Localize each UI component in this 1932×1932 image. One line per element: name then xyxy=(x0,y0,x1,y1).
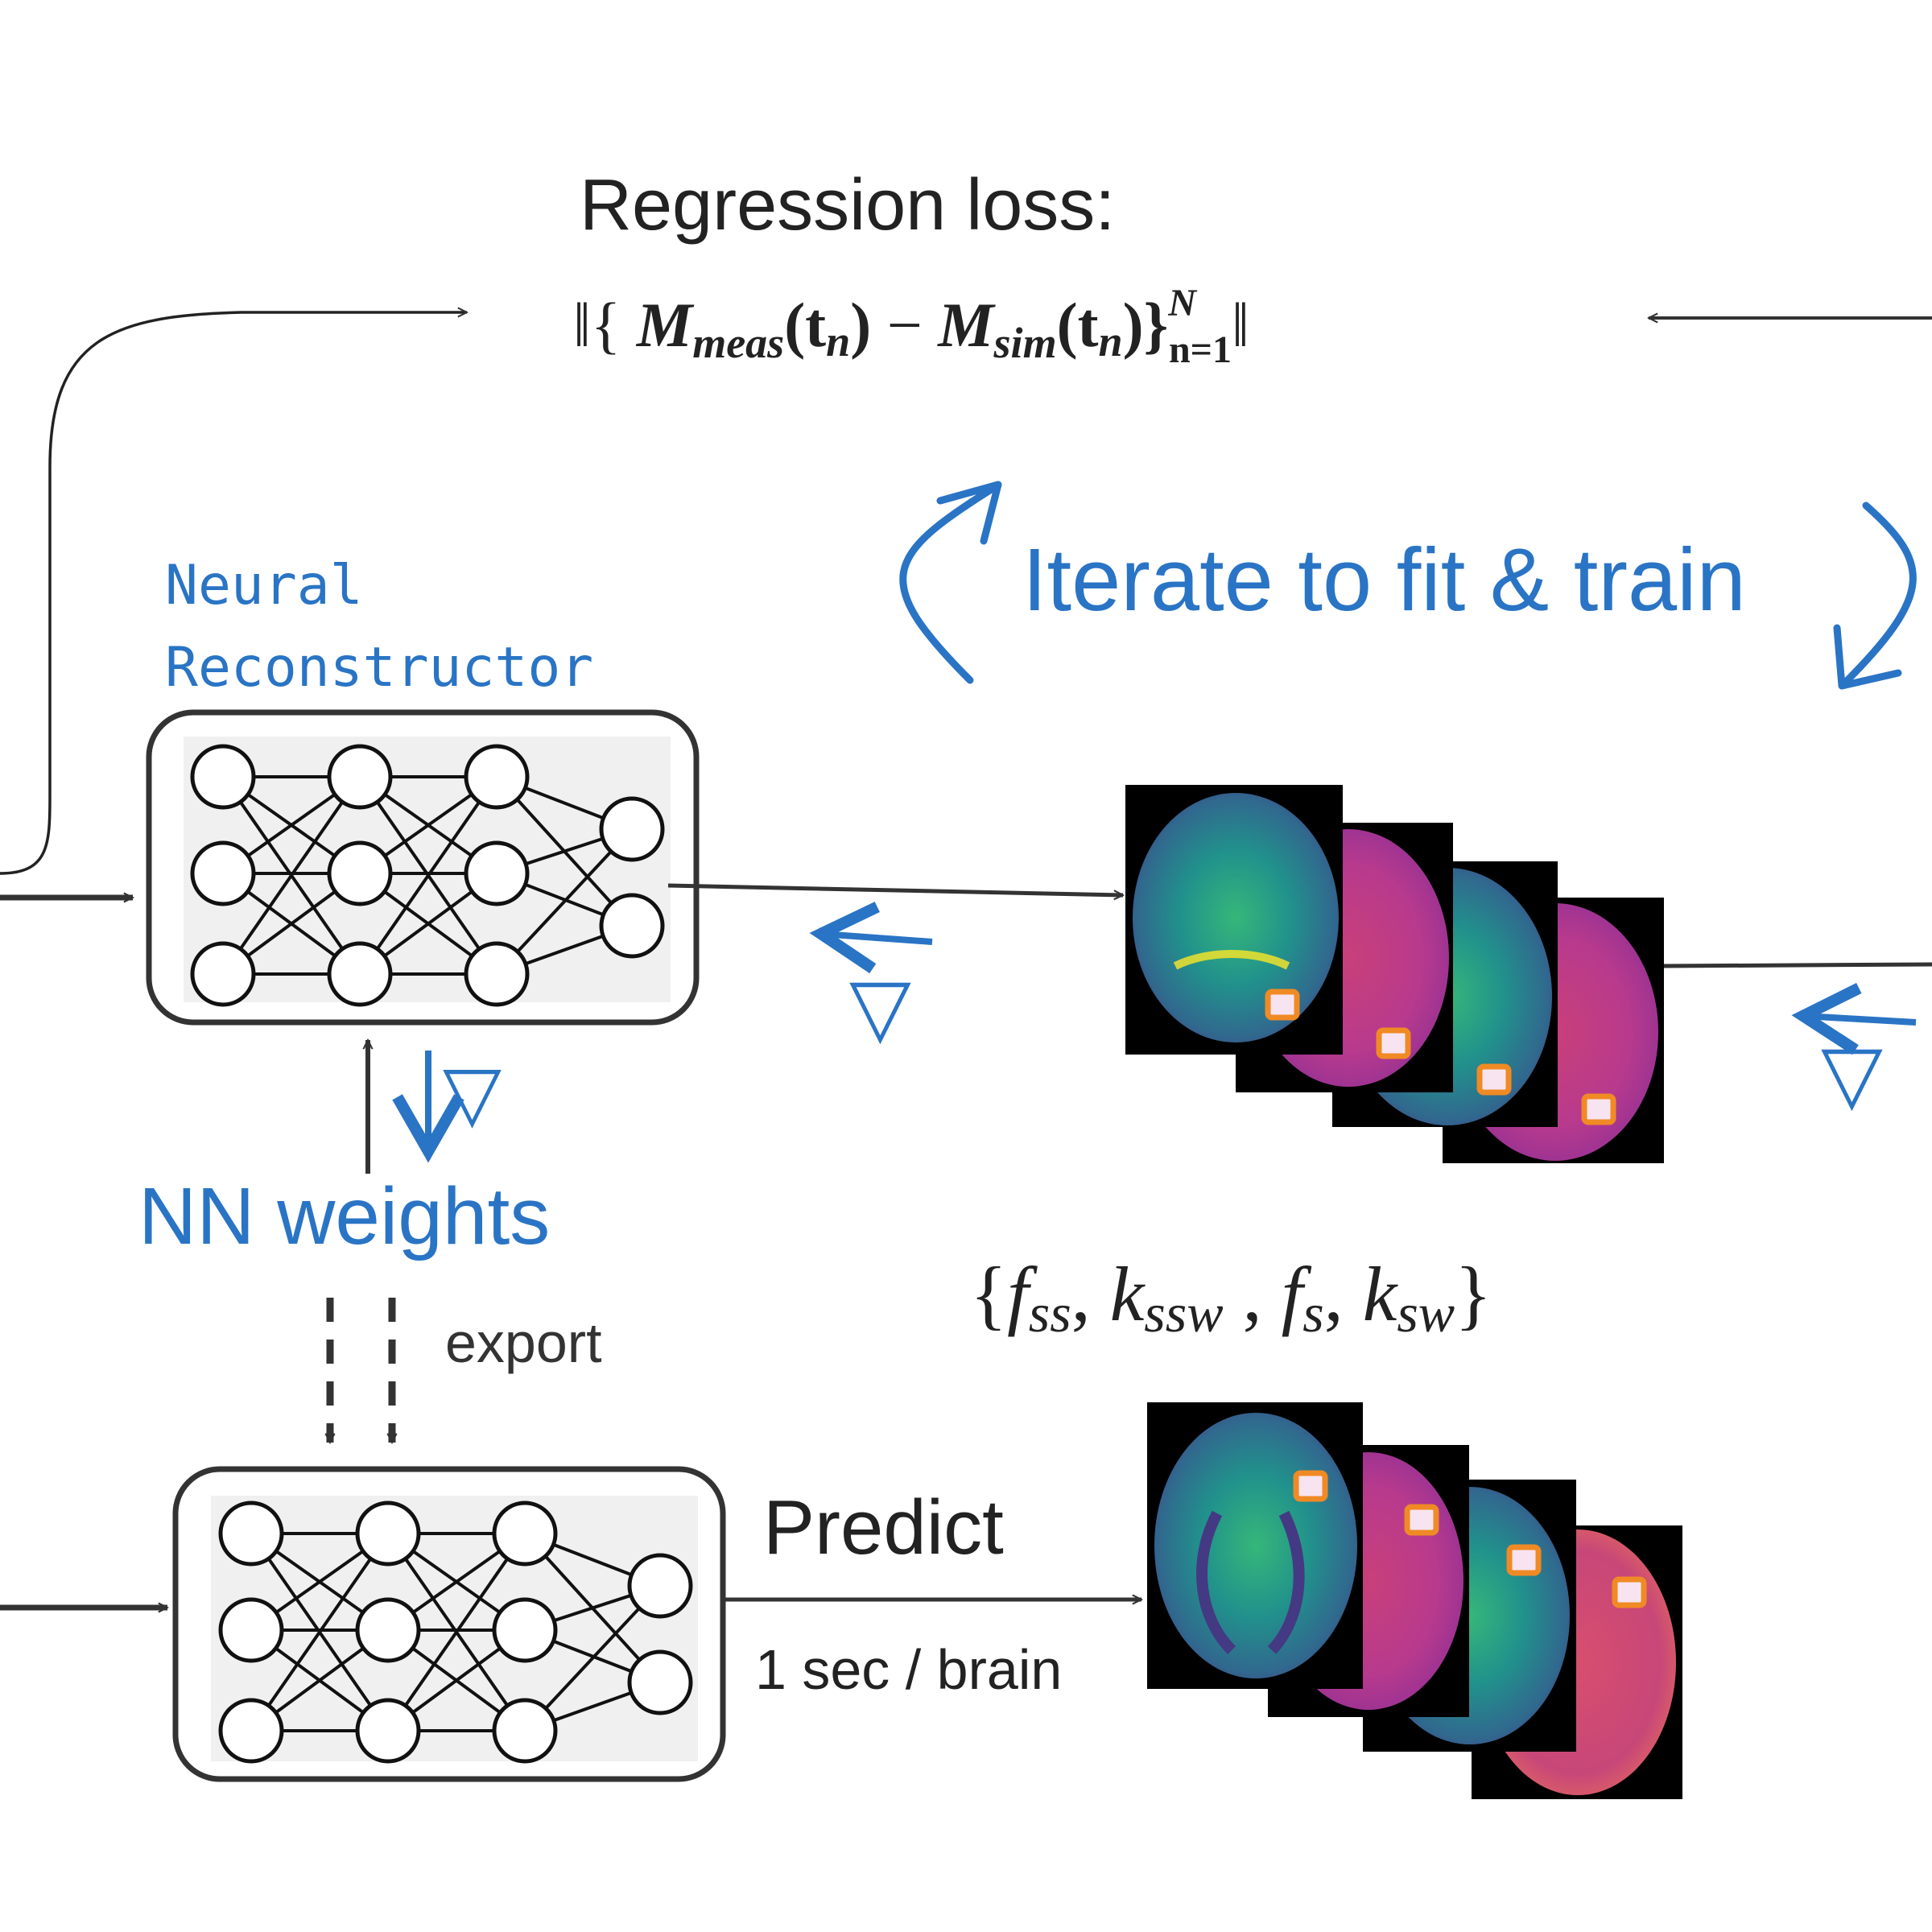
network-node xyxy=(355,1597,421,1663)
loss-formula-sup: N xyxy=(1167,282,1198,324)
gradient-symbol-middle: ▽ xyxy=(849,962,911,1052)
loss-formula: ‖{ Mmeas(tn) − Msim(tn)}N n=1‖ xyxy=(573,282,1249,371)
param-sep3: , xyxy=(1324,1251,1363,1337)
gradient-back-arrow-right xyxy=(1791,983,1917,1055)
network-node xyxy=(627,1649,693,1715)
reconstructor-label: Neural Reconstructor xyxy=(165,554,593,700)
network-node xyxy=(492,1597,558,1663)
network-edge xyxy=(221,775,361,976)
deployed-network-box xyxy=(172,1466,726,1782)
network-node xyxy=(464,840,530,906)
reconstructor-to-maps-arrow xyxy=(667,883,1123,895)
predict-label: Predict xyxy=(763,1484,1004,1571)
network-node xyxy=(599,893,665,959)
timing-label: 1 sec / brain xyxy=(755,1638,1062,1701)
param-sep2: , xyxy=(1224,1251,1282,1337)
network-node xyxy=(190,941,256,1007)
network-edge xyxy=(358,775,498,976)
network-edge xyxy=(386,1532,526,1732)
network-node xyxy=(599,796,665,862)
param-k-sw: k xyxy=(1363,1251,1399,1337)
loss-formula-arg2-sub: n xyxy=(1099,317,1123,365)
iterate-label: Iterate to fit & train xyxy=(1022,530,1746,630)
nn-weights-label: NN weights xyxy=(138,1171,550,1261)
map-top-1 xyxy=(1125,785,1343,1055)
gradient-symbol-right: ▽ xyxy=(1821,1029,1883,1119)
network-graph-bottom xyxy=(218,1501,693,1764)
loss-title: Regression loss: xyxy=(580,165,1115,246)
network-node xyxy=(327,941,393,1007)
reconstructor-label-line1: Neural xyxy=(165,554,363,617)
reconstructor-label-line2: Reconstructor xyxy=(165,636,593,700)
parameter-maps-stack-bottom xyxy=(1147,1402,1682,1799)
param-f-s-sub: s xyxy=(1302,1282,1323,1344)
network-node xyxy=(492,1698,558,1764)
parameter-maps-stack-top xyxy=(1125,785,1664,1163)
network-node xyxy=(218,1597,284,1663)
gradient-back-arrow-middle xyxy=(809,902,933,974)
loss-formula-arg2: (t xyxy=(1057,290,1099,360)
network-node xyxy=(218,1698,284,1764)
network-graph-top xyxy=(190,744,665,1007)
network-node xyxy=(218,1501,284,1567)
param-k-sw-sub: sw xyxy=(1397,1282,1455,1344)
network-node xyxy=(190,840,256,906)
maps-to-simulator-line xyxy=(1662,962,1932,968)
loss-formula-lower: n=1 xyxy=(1169,328,1232,371)
gradient-symbol-weights: ▽ xyxy=(443,1051,502,1136)
parameter-set: {fss, kssw , fs, ksw} xyxy=(970,1251,1492,1344)
loss-formula-minus: − xyxy=(871,290,938,360)
param-sep1: , xyxy=(1071,1251,1110,1337)
network-edge xyxy=(523,1584,662,1732)
loss-formula-arg1-close: ) xyxy=(850,290,871,360)
iterate-right-arc xyxy=(1839,502,1917,688)
loss-formula-arg1: (t xyxy=(784,290,826,360)
param-k-ssw: k xyxy=(1110,1251,1146,1337)
loss-formula-close: ‖ xyxy=(1232,290,1249,360)
param-open: { xyxy=(970,1251,1007,1337)
network-node xyxy=(464,941,530,1007)
network-edge xyxy=(495,828,634,976)
network-node xyxy=(627,1553,693,1619)
neural-reconstructor-box xyxy=(146,709,700,1026)
iterate-left-arrowhead xyxy=(936,481,1002,545)
param-close: } xyxy=(1455,1251,1492,1337)
loss-formula-sub-sim: sim xyxy=(993,319,1057,367)
network-node xyxy=(190,744,256,810)
iterate-right-arrowhead xyxy=(1833,624,1902,690)
loss-formula-m-sim: M xyxy=(936,290,996,360)
param-f-ss-sub: ss xyxy=(1029,1282,1071,1344)
network-node xyxy=(355,1698,421,1764)
network-node xyxy=(492,1501,558,1567)
map-bottom-1 xyxy=(1147,1402,1363,1689)
input-to-loss-arrow xyxy=(0,312,467,875)
network-node xyxy=(464,744,530,810)
loss-formula-arg1-sub: n xyxy=(826,317,850,365)
network-node xyxy=(327,744,393,810)
network-edge xyxy=(250,1532,390,1732)
loss-formula-sub-meas: meas xyxy=(692,319,784,367)
loss-formula-open: ‖{ xyxy=(573,290,637,360)
loss-formula-m-meas: M xyxy=(635,290,695,360)
export-label: export xyxy=(445,1311,602,1374)
network-node xyxy=(355,1501,421,1567)
loss-formula-arg2-close: )} xyxy=(1123,290,1169,360)
param-k-ssw-sub: ssw xyxy=(1144,1282,1223,1344)
network-node xyxy=(327,840,393,906)
iterate-left-arc xyxy=(899,483,999,684)
